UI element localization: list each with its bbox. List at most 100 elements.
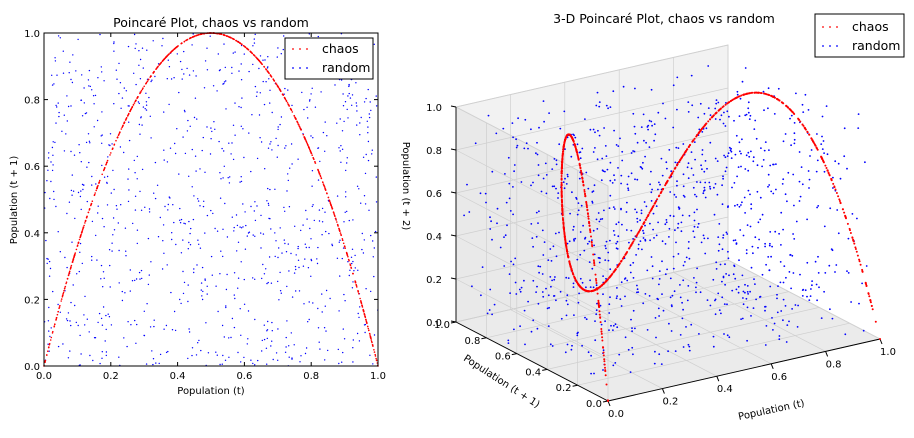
- random-point: [773, 322, 776, 325]
- random-point: [658, 278, 661, 280]
- random-point: [357, 269, 359, 271]
- random-point: [738, 259, 740, 262]
- random-point: [660, 157, 663, 160]
- random-point: [200, 289, 202, 291]
- chaos-point: [604, 369, 607, 372]
- chaos-point: [561, 205, 564, 208]
- chaos-point: [64, 287, 66, 289]
- random-point: [750, 207, 753, 210]
- random-point: [343, 338, 346, 340]
- random-point: [507, 339, 510, 342]
- chaos-point: [259, 60, 261, 63]
- random-point: [644, 293, 647, 295]
- random-point: [558, 143, 561, 146]
- random-point: [681, 317, 684, 320]
- random-point: [287, 179, 289, 182]
- random-point: [571, 191, 573, 194]
- random-point: [688, 345, 691, 348]
- random-point: [180, 302, 182, 305]
- random-point: [786, 200, 788, 203]
- random-point: [141, 124, 143, 126]
- y-tick: [572, 384, 578, 387]
- chaos-point: [120, 128, 123, 130]
- chaos-point: [79, 236, 82, 238]
- random-point: [577, 301, 580, 304]
- random-point: [70, 189, 73, 192]
- chart-3d-legend-box: [814, 13, 905, 58]
- chaos-point: [561, 153, 564, 155]
- chaos-point: [854, 246, 857, 249]
- random-point: [344, 211, 346, 213]
- random-point: [658, 353, 661, 356]
- random-point: [355, 102, 357, 104]
- random-point: [633, 150, 636, 153]
- random-point: [187, 284, 189, 286]
- chaos-point: [577, 284, 580, 287]
- random-point: [546, 307, 549, 310]
- random-point: [843, 127, 846, 130]
- random-point: [768, 184, 771, 186]
- random-point: [505, 201, 508, 204]
- chaos-point: [137, 96, 139, 98]
- chaos-point: [649, 210, 652, 213]
- random-point: [118, 282, 120, 284]
- random-point: [363, 195, 366, 197]
- random-point: [220, 178, 222, 180]
- random-point: [305, 347, 308, 349]
- random-point: [592, 128, 595, 131]
- chaos-point: [349, 264, 352, 267]
- random-point: [88, 161, 90, 164]
- chaos-point: [360, 301, 362, 304]
- random-point: [89, 142, 91, 144]
- random-point: [225, 108, 227, 110]
- z-tick: [450, 277, 457, 280]
- chaos-point: [368, 332, 371, 335]
- random-point: [214, 128, 216, 130]
- random-point: [747, 151, 750, 154]
- random-point: [62, 72, 65, 74]
- random-point: [796, 326, 799, 328]
- chaos-point: [845, 217, 847, 220]
- chaos-point: [672, 170, 675, 173]
- random-point: [738, 141, 741, 144]
- chaos-point: [584, 289, 587, 292]
- random-point: [98, 312, 101, 315]
- random-point: [364, 203, 367, 205]
- random-point: [146, 303, 148, 305]
- chaos-point: [674, 167, 676, 170]
- random-point: [139, 278, 141, 280]
- random-point: [723, 333, 725, 335]
- random-point: [242, 128, 244, 130]
- random-point: [542, 254, 545, 256]
- random-point: [365, 97, 367, 100]
- random-point: [673, 290, 676, 293]
- random-point: [612, 324, 615, 327]
- random-point: [549, 343, 552, 346]
- random-point: [823, 225, 826, 228]
- random-point: [735, 134, 738, 137]
- random-point: [233, 230, 235, 232]
- random-point: [723, 154, 725, 157]
- random-point: [815, 170, 818, 173]
- chaos-point: [336, 221, 338, 223]
- random-point: [182, 292, 185, 295]
- random-point: [642, 113, 645, 116]
- random-point: [664, 223, 667, 226]
- random-point: [212, 212, 214, 215]
- random-point: [328, 232, 330, 235]
- chart-3d-legend-label-random: random: [852, 38, 900, 53]
- random-point: [598, 261, 601, 264]
- random-point: [570, 155, 573, 158]
- random-point: [179, 222, 182, 224]
- random-point: [687, 111, 690, 113]
- chaos-point: [614, 269, 616, 272]
- random-point: [243, 156, 245, 159]
- random-point: [198, 339, 200, 342]
- random-point: [657, 307, 660, 310]
- random-point: [596, 302, 598, 305]
- random-point: [319, 160, 321, 163]
- random-point: [290, 143, 293, 145]
- random-point: [600, 323, 603, 326]
- random-point: [610, 324, 612, 327]
- random-point: [787, 171, 790, 174]
